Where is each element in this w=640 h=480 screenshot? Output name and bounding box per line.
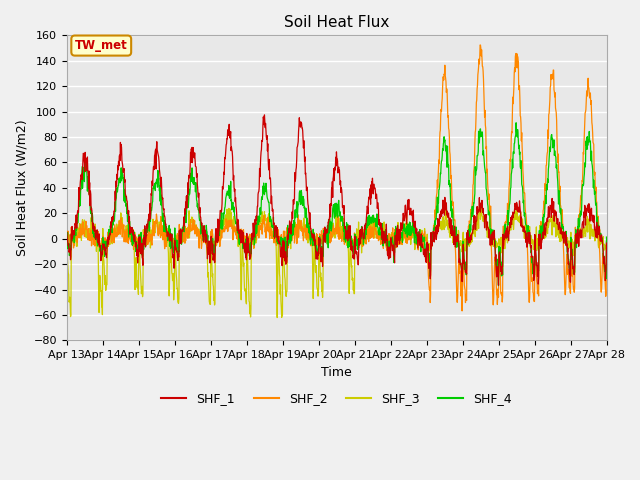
- Text: TW_met: TW_met: [75, 39, 127, 52]
- Legend: SHF_1, SHF_2, SHF_3, SHF_4: SHF_1, SHF_2, SHF_3, SHF_4: [156, 387, 517, 410]
- Y-axis label: Soil Heat Flux (W/m2): Soil Heat Flux (W/m2): [15, 120, 28, 256]
- X-axis label: Time: Time: [321, 366, 352, 379]
- Title: Soil Heat Flux: Soil Heat Flux: [284, 15, 389, 30]
